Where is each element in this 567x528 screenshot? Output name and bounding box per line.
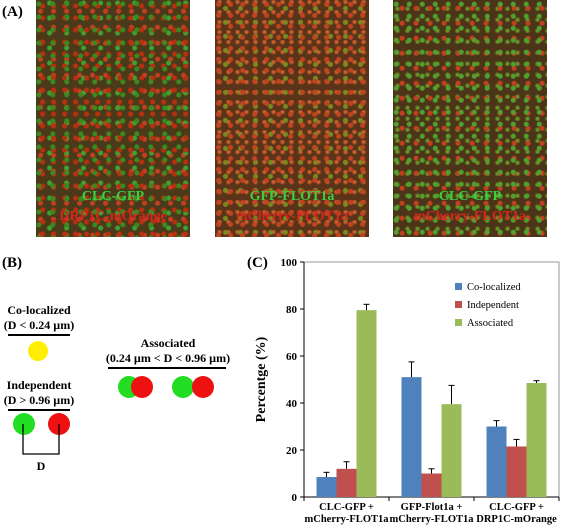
associated-pair-2-red bbox=[192, 376, 214, 398]
y-axis-label: Percentge (%) bbox=[254, 336, 269, 422]
x-category-label: GFP-Flot1a + bbox=[401, 502, 463, 513]
micrograph-3: CLC-GFP mCherry-FLOT1a bbox=[393, 0, 547, 237]
bar-associated bbox=[356, 310, 377, 497]
bar-independent bbox=[506, 446, 527, 497]
x-category-label: mCherry-FLOT1a bbox=[305, 514, 390, 525]
independent-title: Independent bbox=[6, 378, 72, 392]
associated-title: Associated bbox=[140, 336, 196, 350]
y-tick-label: 80 bbox=[286, 304, 298, 316]
micrograph-3-image bbox=[393, 0, 547, 237]
independent-line bbox=[8, 409, 70, 411]
bar-co-localized bbox=[316, 477, 337, 497]
distance-label: D bbox=[36, 459, 46, 473]
colocalized-dot bbox=[28, 341, 48, 361]
legend-swatch bbox=[455, 301, 462, 308]
micrograph-1-label-1: CLC-GFP bbox=[81, 189, 145, 204]
micrograph-2: GFP-FLOT1a mCherry-FLOT1a bbox=[215, 0, 369, 237]
distance-bracket bbox=[22, 424, 60, 455]
panel-b-label: (B) bbox=[2, 255, 22, 271]
legend-label: Associated bbox=[467, 318, 514, 329]
chart-bars bbox=[316, 303, 547, 497]
bar-associated bbox=[526, 383, 547, 497]
legend-swatch bbox=[455, 283, 462, 290]
micrograph-3-label-2: mCherry-FLOT1a bbox=[414, 209, 526, 224]
micrograph-1-image bbox=[36, 0, 190, 237]
colocalized-title: Co-localized bbox=[7, 303, 71, 317]
colocalized-line bbox=[8, 334, 70, 336]
x-category-label: DRP1C-mOrange bbox=[476, 514, 557, 525]
bar-independent bbox=[336, 468, 357, 497]
colocalized-condition: (D < 0.24 µm) bbox=[3, 318, 75, 332]
micrograph-1-label-2: DRP1C-mOrange bbox=[59, 209, 167, 224]
micrograph-3-label-1: CLC-GFP bbox=[438, 189, 502, 204]
y-tick-label: 60 bbox=[286, 351, 298, 363]
y-tick-label: 0 bbox=[292, 492, 298, 504]
x-category-label: CLC-GFP + bbox=[489, 502, 544, 513]
x-category-label: CLC-GFP + bbox=[319, 502, 374, 513]
y-tick-label: 40 bbox=[286, 398, 298, 410]
associated-pair-1-red bbox=[131, 376, 153, 398]
micrograph-2-label-1: GFP-FLOT1a bbox=[249, 189, 335, 204]
independent-condition: (D > 0.96 µm) bbox=[3, 393, 75, 407]
associated-line bbox=[108, 367, 226, 369]
panel-a-label: (A) bbox=[2, 4, 23, 20]
bar-associated bbox=[441, 404, 462, 497]
micrograph-1: CLC-GFP DRP1C-mOrange bbox=[36, 0, 190, 237]
micrograph-2-image bbox=[215, 0, 369, 237]
associated-pair-2-green bbox=[172, 376, 194, 398]
legend-label: Co-localized bbox=[467, 282, 521, 293]
legend-swatch bbox=[455, 319, 462, 326]
independent-green-dot bbox=[13, 413, 35, 435]
micrograph-2-label-2: mCherry-FLOT1a bbox=[236, 209, 348, 224]
bar-independent bbox=[421, 473, 442, 497]
y-tick-label: 20 bbox=[286, 445, 298, 457]
y-tick-label: 100 bbox=[281, 257, 298, 269]
bar-co-localized bbox=[486, 426, 507, 497]
distance-bracket-line bbox=[22, 424, 60, 455]
chart-legend: Co-localized Independent Associated bbox=[455, 282, 521, 329]
x-category-label: mCherry-FLOT1a bbox=[390, 514, 475, 525]
associated-condition: (0.24 µm < D < 0.96 µm) bbox=[105, 351, 231, 365]
bar-co-localized bbox=[401, 377, 422, 497]
panel-c-label: (C) bbox=[247, 255, 268, 271]
legend-label: Independent bbox=[467, 300, 519, 311]
